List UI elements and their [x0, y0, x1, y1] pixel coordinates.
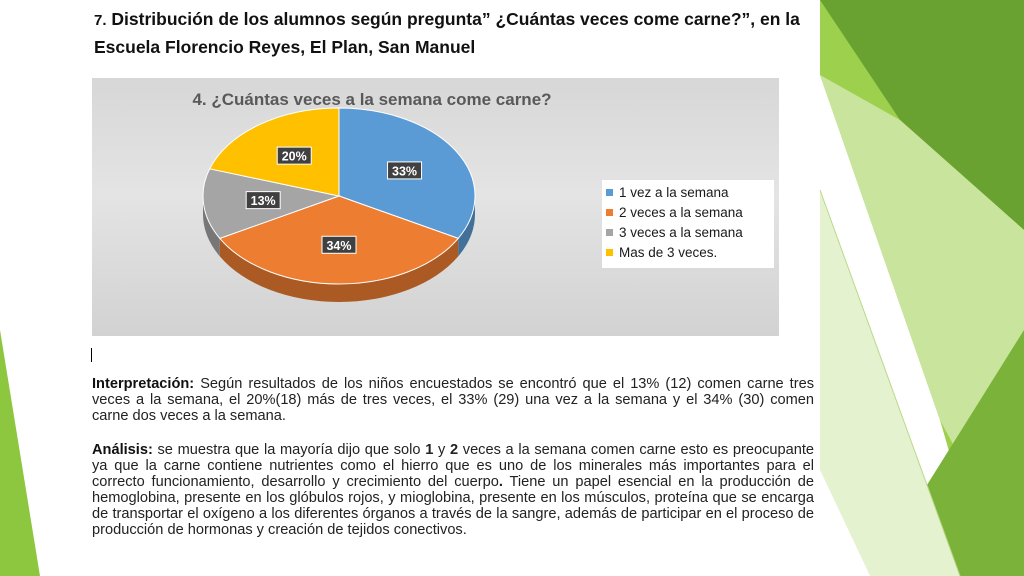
data-label-1-vez-a-la-semana: 33%	[387, 161, 423, 180]
interpretacion-paragraph: Interpretación: Según resultados de los …	[92, 376, 814, 424]
legend-item-3-veces-a-la-semana: 3 veces a la semana	[602, 224, 743, 242]
data-label-text-2-veces-a-la-semana: 34%	[326, 239, 351, 253]
legend-item-2-veces-a-la-semana: 2 veces a la semana	[602, 204, 743, 222]
analisis-bold-1: 1	[425, 442, 434, 458]
data-label-mas-de-3-veces: 20%	[276, 146, 312, 165]
legend-swatch-1-vez-a-la-semana	[606, 188, 613, 196]
legend-swatch-mas-de-3-veces	[606, 248, 613, 256]
legend-label-3-veces-a-la-semana: 3 veces a la semana	[619, 225, 743, 240]
legend-swatch-3-veces-a-la-semana	[606, 228, 613, 236]
heading-text: Distribución de los alumnos según pregun…	[94, 9, 800, 57]
analisis-paragraph: Análisis: se muestra que la mayoría dijo…	[92, 442, 814, 539]
chart-title: 4. ¿Cuántas veces a la semana come carne…	[192, 90, 552, 109]
slide-heading: 7. Distribución de los alumnos según pre…	[94, 6, 814, 60]
data-label-text-mas-de-3-veces: 20%	[282, 150, 307, 164]
pie-side-1-vez-a-la-semana	[458, 196, 475, 257]
legend-label-2-veces-a-la-semana: 2 veces a la semana	[619, 205, 743, 220]
legend-item-1-vez-a-la-semana: 1 vez a la semana	[602, 184, 729, 202]
analisis-bold-2: 2	[449, 442, 459, 458]
analisis-text-4: Tiene un papel esencial en la producción…	[92, 474, 814, 539]
analisis-text-1: se muestra que la mayoría dijo que solo	[157, 442, 421, 458]
pie-side-3-veces-a-la-semana	[203, 196, 220, 257]
pie-chart-canvas: 33% 34% 13% 20%	[202, 107, 476, 302]
interpretacion-text: Según resultados de los niños encuestado…	[92, 376, 815, 425]
data-label-text-1-vez-a-la-semana: 33%	[392, 164, 417, 178]
data-label-text-3-veces-a-la-semana: 13%	[251, 194, 276, 208]
interpretacion-label: Interpretación:	[92, 376, 195, 392]
legend-swatch-2-veces-a-la-semana	[606, 208, 613, 216]
text-cursor	[91, 348, 92, 362]
data-label-3-veces-a-la-semana: 13%	[245, 191, 281, 210]
analisis-text-2: y	[438, 442, 446, 458]
legend-label-1-vez-a-la-semana: 1 vez a la semana	[619, 185, 729, 200]
legend-item-mas-de-3-veces: Mas de 3 veces.	[602, 244, 717, 262]
data-label-2-veces-a-la-semana: 34%	[321, 235, 357, 254]
heading-number: 7.	[94, 12, 107, 29]
chart-legend: 1 vez a la semana 2 veces a la semana 3 ve…	[602, 180, 774, 268]
analisis-bold-3: .	[498, 474, 503, 491]
pie-chart: 33% 34% 13% 20% 4. ¿Cuántas veces a la sema…	[92, 78, 779, 336]
legend-label-mas-de-3-veces: Mas de 3 veces.	[619, 245, 718, 260]
analisis-label: Análisis:	[92, 442, 153, 458]
pie-side-2-veces-a-la-semana	[219, 238, 459, 302]
analisis-text-3: veces a la semana comen carne esto es pr…	[92, 442, 815, 491]
pie-slice-mas-de-3-veces	[208, 107, 340, 197]
